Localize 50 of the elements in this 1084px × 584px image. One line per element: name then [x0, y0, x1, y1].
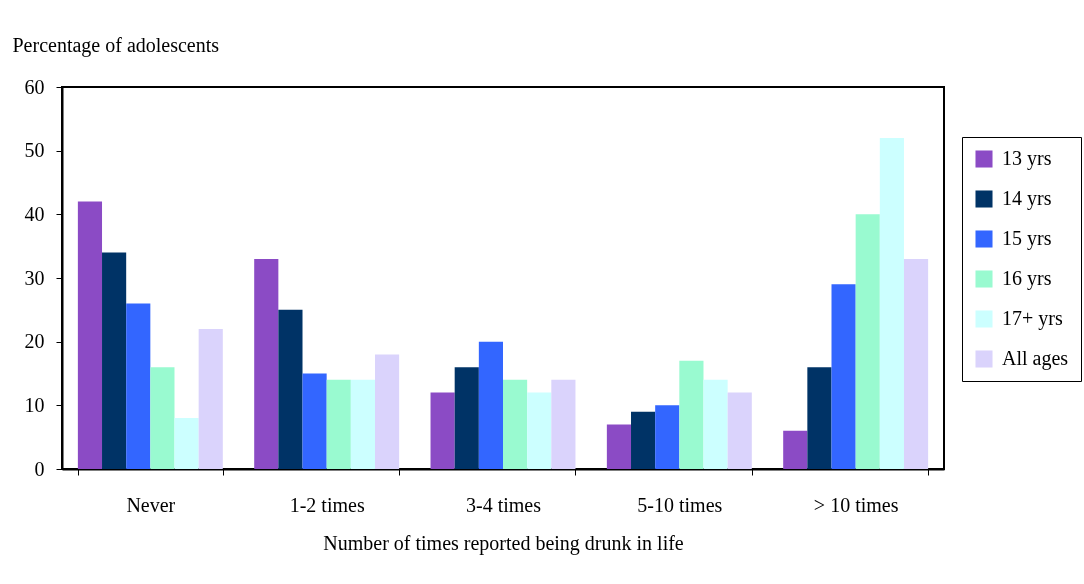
bar: [430, 392, 455, 469]
legend-label: 16 yrs: [1002, 267, 1052, 290]
bar: [374, 354, 400, 469]
y-tick-label: 50: [24, 139, 45, 162]
bar: [102, 252, 127, 469]
legend-label: All ages: [1002, 347, 1069, 370]
y-tick-label: 40: [24, 202, 45, 225]
x-tick-label: 5-10 times: [637, 493, 723, 516]
bar: [606, 424, 632, 469]
bar: [478, 341, 503, 469]
x-axis-title: Number of times reported being drunk in life: [323, 531, 684, 555]
bar: [198, 328, 223, 469]
bar: [551, 379, 576, 469]
bar: [254, 258, 279, 469]
bar: [77, 201, 103, 469]
legend-label: 13 yrs: [1002, 147, 1052, 170]
bar: [278, 309, 303, 469]
bar: [302, 373, 327, 469]
bar: [631, 411, 656, 469]
bar: [703, 379, 728, 469]
bar: [454, 367, 479, 469]
bar: [655, 405, 680, 469]
x-tick-label: 3-4 times: [466, 493, 542, 516]
bar: [807, 367, 832, 469]
bar: [174, 418, 199, 469]
bar: [503, 379, 528, 469]
y-tick-label: 10: [24, 393, 45, 416]
bar: [679, 360, 704, 469]
bar: [727, 392, 752, 469]
x-tick-label: Never: [126, 493, 176, 516]
bar: [326, 379, 351, 469]
x-tick-label: > 10 times: [813, 493, 899, 516]
bar: [150, 367, 175, 469]
bar: [783, 430, 808, 469]
bar: [855, 214, 880, 469]
y-tick-label: 20: [24, 330, 45, 353]
legend-label: 17+ yrs: [1002, 307, 1063, 330]
legend-label: 14 yrs: [1002, 187, 1052, 210]
legend-label: 15 yrs: [1002, 227, 1052, 250]
bar: [126, 303, 151, 469]
x-tick-label: 1-2 times: [289, 493, 365, 516]
bar: [350, 379, 375, 469]
bar: [831, 284, 856, 469]
bar: [903, 258, 929, 469]
bar: [879, 137, 904, 469]
bar: [527, 392, 552, 469]
y-tick-label: 60: [24, 75, 45, 98]
y-axis-title: Percentage of adolescents: [12, 33, 220, 57]
y-tick-label: 0: [34, 457, 45, 480]
y-tick-label: 30: [24, 266, 45, 289]
